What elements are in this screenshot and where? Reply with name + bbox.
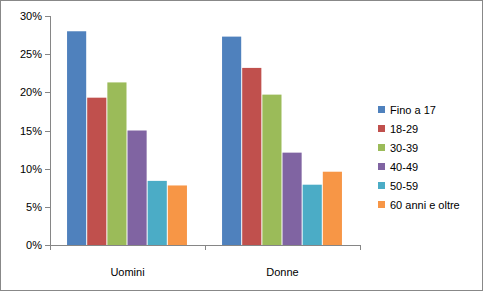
legend-label: Fino a 17	[390, 104, 436, 116]
y-tick-label: 30%	[20, 10, 42, 22]
bar	[262, 95, 281, 245]
legend-swatch	[378, 106, 385, 113]
y-tick	[45, 169, 50, 170]
bar	[148, 181, 167, 245]
bar	[323, 172, 342, 245]
y-axis	[50, 16, 51, 245]
chart-border	[1, 1, 483, 291]
legend-label: 30-39	[390, 142, 418, 154]
y-tick	[45, 54, 50, 55]
bar	[222, 37, 241, 245]
legend-label: 60 anni e oltre	[390, 199, 460, 211]
y-tick-label: 15%	[20, 125, 42, 137]
legend-swatch	[378, 125, 385, 132]
x-tick-label: Uomini	[110, 266, 144, 278]
y-tick-label: 10%	[20, 163, 42, 175]
y-tick-label: 5%	[26, 201, 42, 213]
bar	[303, 185, 322, 245]
x-tick	[50, 245, 51, 250]
y-tick	[45, 16, 50, 17]
y-tick	[45, 245, 50, 246]
bar	[67, 31, 86, 245]
legend-swatch	[378, 182, 385, 189]
x-tick	[360, 245, 361, 250]
bar	[242, 68, 261, 245]
legend-swatch	[378, 163, 385, 170]
legend: Fino a 17 18-29 30-39 40-49 50-59 60 anni e o…	[378, 104, 460, 211]
legend-label: 50-59	[390, 180, 418, 192]
bar	[128, 131, 147, 246]
bar	[107, 82, 126, 245]
bar	[168, 185, 187, 245]
legend-label: 40-49	[390, 161, 418, 173]
y-tick-label: 25%	[20, 48, 42, 60]
bar	[283, 153, 302, 245]
legend-label: 18-29	[390, 123, 418, 135]
legend-swatch	[378, 201, 385, 208]
y-tick	[45, 207, 50, 208]
y-tick	[45, 131, 50, 132]
legend-swatch	[378, 144, 385, 151]
x-tick-label: Donne	[266, 266, 298, 278]
chart: 0% 5% 10% 15% 20% 25% 30% Uomini Donne Fino a 17 1…	[0, 0, 483, 291]
y-tick	[45, 92, 50, 93]
y-tick-label: 0%	[26, 239, 42, 251]
bar	[87, 98, 106, 245]
bars	[67, 31, 342, 245]
x-tick	[205, 245, 206, 250]
y-tick-label: 20%	[20, 86, 42, 98]
